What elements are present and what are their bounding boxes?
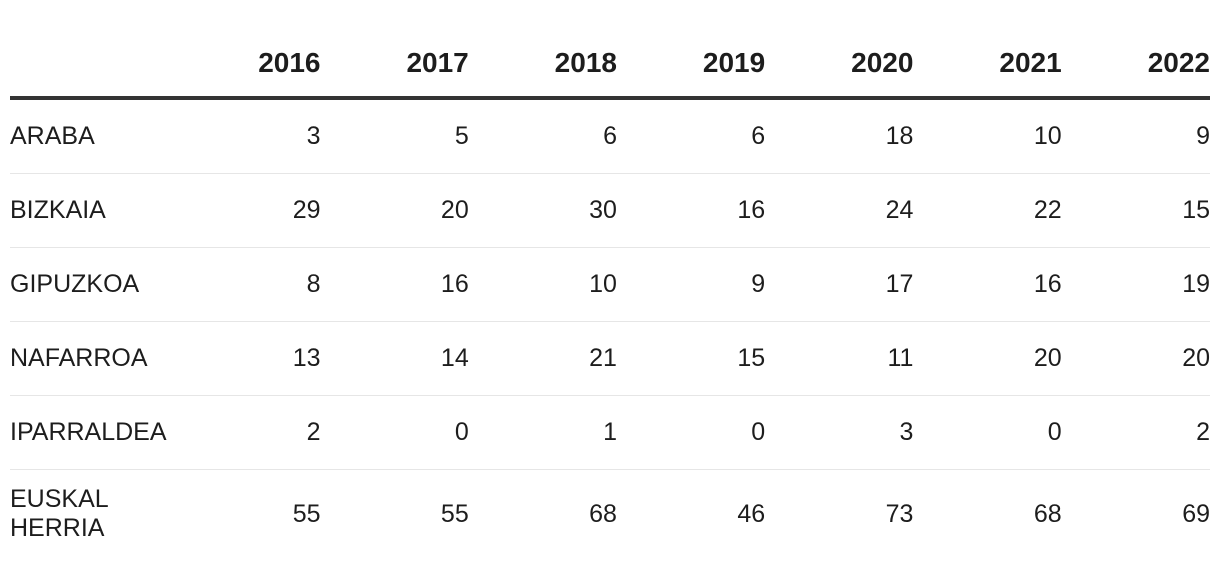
value-cell: 46 (737, 499, 766, 528)
row-label: BIZKAIA (10, 173, 173, 248)
value-cell: 3 (765, 395, 914, 470)
value-cell: 55 (292, 499, 321, 528)
value-cell: 21 (468, 321, 617, 396)
value-cell: 6 (468, 98, 617, 174)
value-cell: 2 (1061, 395, 1210, 470)
table-row: EUSKAL HERRIA 55 55 68 46 73 68 69 (10, 470, 1210, 559)
header-cell-label (10, 30, 173, 100)
value-cell: 9 (616, 247, 766, 322)
value-cell: 16 (616, 173, 766, 248)
header-cell-year: 2020 (765, 30, 914, 100)
value-cell: 68 (1033, 499, 1062, 528)
value-cell: 16 (320, 247, 469, 322)
header-cell-year: 2016 (172, 30, 321, 100)
value-cell: 20 (913, 321, 1062, 396)
value-cell: 30 (468, 173, 617, 248)
value-cell: 20 (320, 173, 469, 248)
value-cell: 0 (320, 395, 469, 470)
value-cell: 3 (172, 98, 321, 174)
header-cell-year: 2017 (320, 30, 469, 100)
value-cell: 10 (468, 247, 617, 322)
data-table: 2016 2017 2018 2019 2020 2021 2022 ARABA 3 5 6 6 18… (10, 30, 1210, 558)
value-cell: 68 (589, 499, 617, 528)
value-cell: 9 (1061, 98, 1210, 174)
value-cell: 11 (765, 321, 914, 396)
value-cell: 14 (320, 321, 469, 396)
value-cell: 5 (320, 98, 469, 174)
value-cell: 6 (616, 98, 766, 174)
table-row: IPARRALDEA 2 0 1 0 3 0 2 (10, 395, 1210, 470)
value-cell: 10 (913, 98, 1062, 174)
row-label: NAFARROA (10, 321, 173, 396)
value-cell: 2 (172, 395, 321, 470)
value-cell: 8 (172, 247, 321, 322)
value-cell: 18 (765, 98, 914, 174)
value-cell: 22 (913, 173, 1062, 248)
value-cell: 0 (913, 395, 1062, 470)
value-cell: 55 (440, 499, 469, 528)
value-cell: 20 (1061, 321, 1210, 396)
header-cell-year: 2019 (616, 30, 766, 100)
row-label: EUSKAL HERRIA (10, 485, 108, 542)
row-label: ARABA (10, 98, 173, 174)
value-cell: 1 (468, 395, 617, 470)
value-cell: 15 (616, 321, 766, 396)
header-cell-year: 2021 (913, 30, 1062, 100)
value-cell: 29 (172, 173, 321, 248)
table-row: NAFARROA 13 14 21 15 11 20 20 (10, 321, 1210, 396)
header-row: 2016 2017 2018 2019 2020 2021 2022 (10, 30, 1210, 100)
value-cell: 19 (1061, 247, 1210, 322)
row-label: IPARRALDEA (10, 395, 173, 470)
value-cell: 73 (885, 499, 914, 528)
row-label: GIPUZKOA (10, 247, 173, 322)
table-row: ARABA 3 5 6 6 18 10 9 (10, 98, 1210, 174)
value-cell: 17 (765, 247, 914, 322)
value-cell: 13 (172, 321, 321, 396)
table-row: BIZKAIA 29 20 30 16 24 22 15 (10, 173, 1210, 248)
table-row: GIPUZKOA 8 16 10 9 17 16 19 (10, 247, 1210, 322)
header-cell-year: 2018 (468, 30, 617, 100)
value-cell: 15 (1061, 173, 1210, 248)
value-cell: 24 (765, 173, 914, 248)
value-cell: 0 (616, 395, 766, 470)
value-cell: 16 (913, 247, 1062, 322)
value-cell: 69 (1182, 499, 1210, 528)
header-cell-year: 2022 (1061, 30, 1210, 100)
